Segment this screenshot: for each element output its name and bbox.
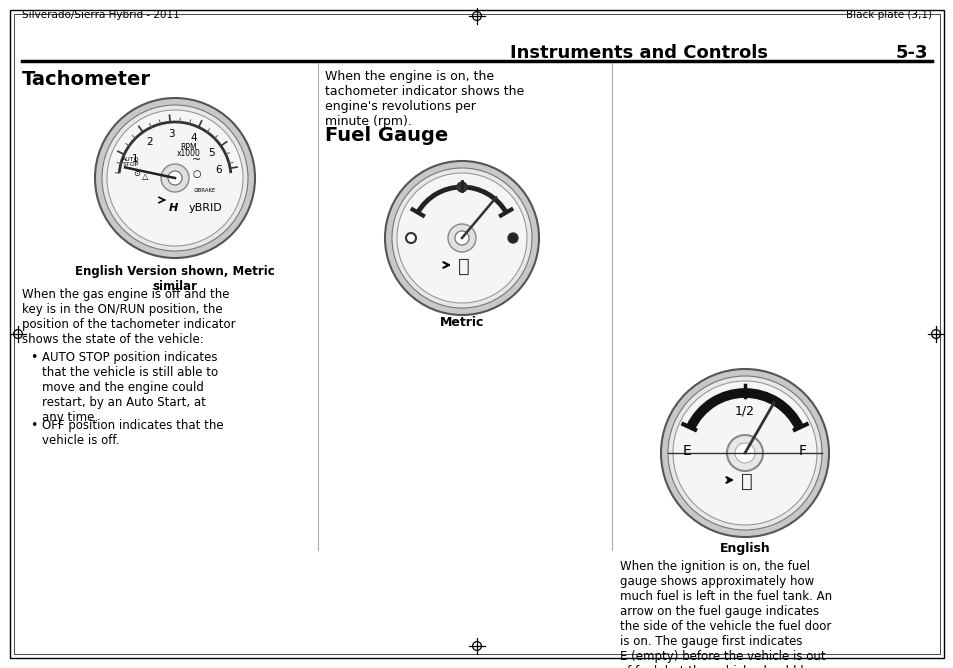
Text: •: • xyxy=(30,351,37,364)
Circle shape xyxy=(107,110,243,246)
Text: ~: ~ xyxy=(193,155,201,165)
Circle shape xyxy=(726,435,762,471)
Text: ⛽: ⛽ xyxy=(457,257,470,275)
Text: 5-3: 5-3 xyxy=(895,44,927,62)
Text: Silverado/Sierra Hybrid - 2011: Silverado/Sierra Hybrid - 2011 xyxy=(22,10,179,20)
Circle shape xyxy=(406,233,416,243)
Text: AUTO
STOP: AUTO STOP xyxy=(122,156,140,168)
Text: When the gas engine is off and the
key is in the ON/RUN position, the
position o: When the gas engine is off and the key i… xyxy=(22,288,235,346)
Text: F: F xyxy=(799,444,806,458)
Circle shape xyxy=(507,233,517,243)
Circle shape xyxy=(102,105,248,251)
Text: AUTO STOP position indicates
that the vehicle is still able to
move and the engi: AUTO STOP position indicates that the ve… xyxy=(42,351,218,424)
Text: English: English xyxy=(719,542,770,555)
Text: 2: 2 xyxy=(147,137,152,147)
Circle shape xyxy=(95,98,254,258)
Text: 3: 3 xyxy=(168,129,174,139)
Text: △: △ xyxy=(142,172,148,180)
Circle shape xyxy=(392,168,532,308)
Text: H: H xyxy=(168,203,177,213)
Text: Instruments and Controls: Instruments and Controls xyxy=(510,44,767,62)
Circle shape xyxy=(385,161,538,315)
Text: ⊙: ⊙ xyxy=(133,170,140,178)
Circle shape xyxy=(667,376,821,530)
Circle shape xyxy=(396,173,526,303)
Text: x1000: x1000 xyxy=(177,150,201,158)
Circle shape xyxy=(448,224,476,252)
Text: yBRID: yBRID xyxy=(189,203,222,213)
Text: ⛽: ⛽ xyxy=(740,472,752,490)
Circle shape xyxy=(456,182,467,192)
Text: Black plate (3,1): Black plate (3,1) xyxy=(845,10,931,20)
Text: Metric: Metric xyxy=(439,316,484,329)
Text: Fuel Gauge: Fuel Gauge xyxy=(325,126,448,145)
Text: 4: 4 xyxy=(190,133,196,143)
Text: When the engine is on, the
tachometer indicator shows the
engine's revolutions p: When the engine is on, the tachometer in… xyxy=(325,70,524,128)
Text: 5: 5 xyxy=(208,148,214,158)
Circle shape xyxy=(672,381,816,525)
Text: English Version shown, Metric
similar: English Version shown, Metric similar xyxy=(75,265,274,293)
Text: E: E xyxy=(682,444,691,458)
Text: 1: 1 xyxy=(132,154,138,164)
Circle shape xyxy=(660,369,828,537)
Circle shape xyxy=(168,171,182,185)
Text: OFF position indicates that the
vehicle is off.: OFF position indicates that the vehicle … xyxy=(42,420,223,448)
Text: Tachometer: Tachometer xyxy=(22,70,151,89)
Text: •: • xyxy=(30,420,37,432)
Text: RPM: RPM xyxy=(180,144,197,152)
Circle shape xyxy=(161,164,189,192)
Circle shape xyxy=(455,231,469,245)
Text: 1/2: 1/2 xyxy=(734,405,754,418)
Circle shape xyxy=(734,443,754,463)
Text: ○: ○ xyxy=(193,169,201,179)
Text: ⊙BRAKE: ⊙BRAKE xyxy=(193,188,216,192)
Text: 6: 6 xyxy=(214,166,221,176)
Text: When the ignition is on, the fuel
gauge shows approximately how
much fuel is lef: When the ignition is on, the fuel gauge … xyxy=(619,560,831,668)
